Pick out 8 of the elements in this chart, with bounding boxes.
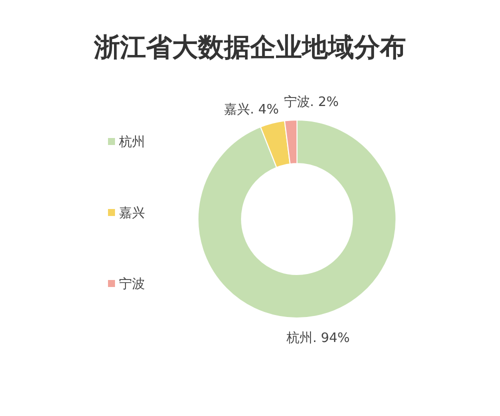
legend-label: 嘉兴 xyxy=(119,206,145,221)
legend-label: 宁波 xyxy=(119,276,145,292)
data-label: 杭州. 94% xyxy=(286,331,350,346)
data-label: 宁波. 2% xyxy=(284,94,339,110)
legend-label: 杭州 xyxy=(118,135,145,150)
data-label: 嘉兴. 4% xyxy=(224,102,279,118)
donut-slice xyxy=(198,120,396,318)
chart-title: 浙江省大数据企业地域分布 xyxy=(93,33,406,63)
